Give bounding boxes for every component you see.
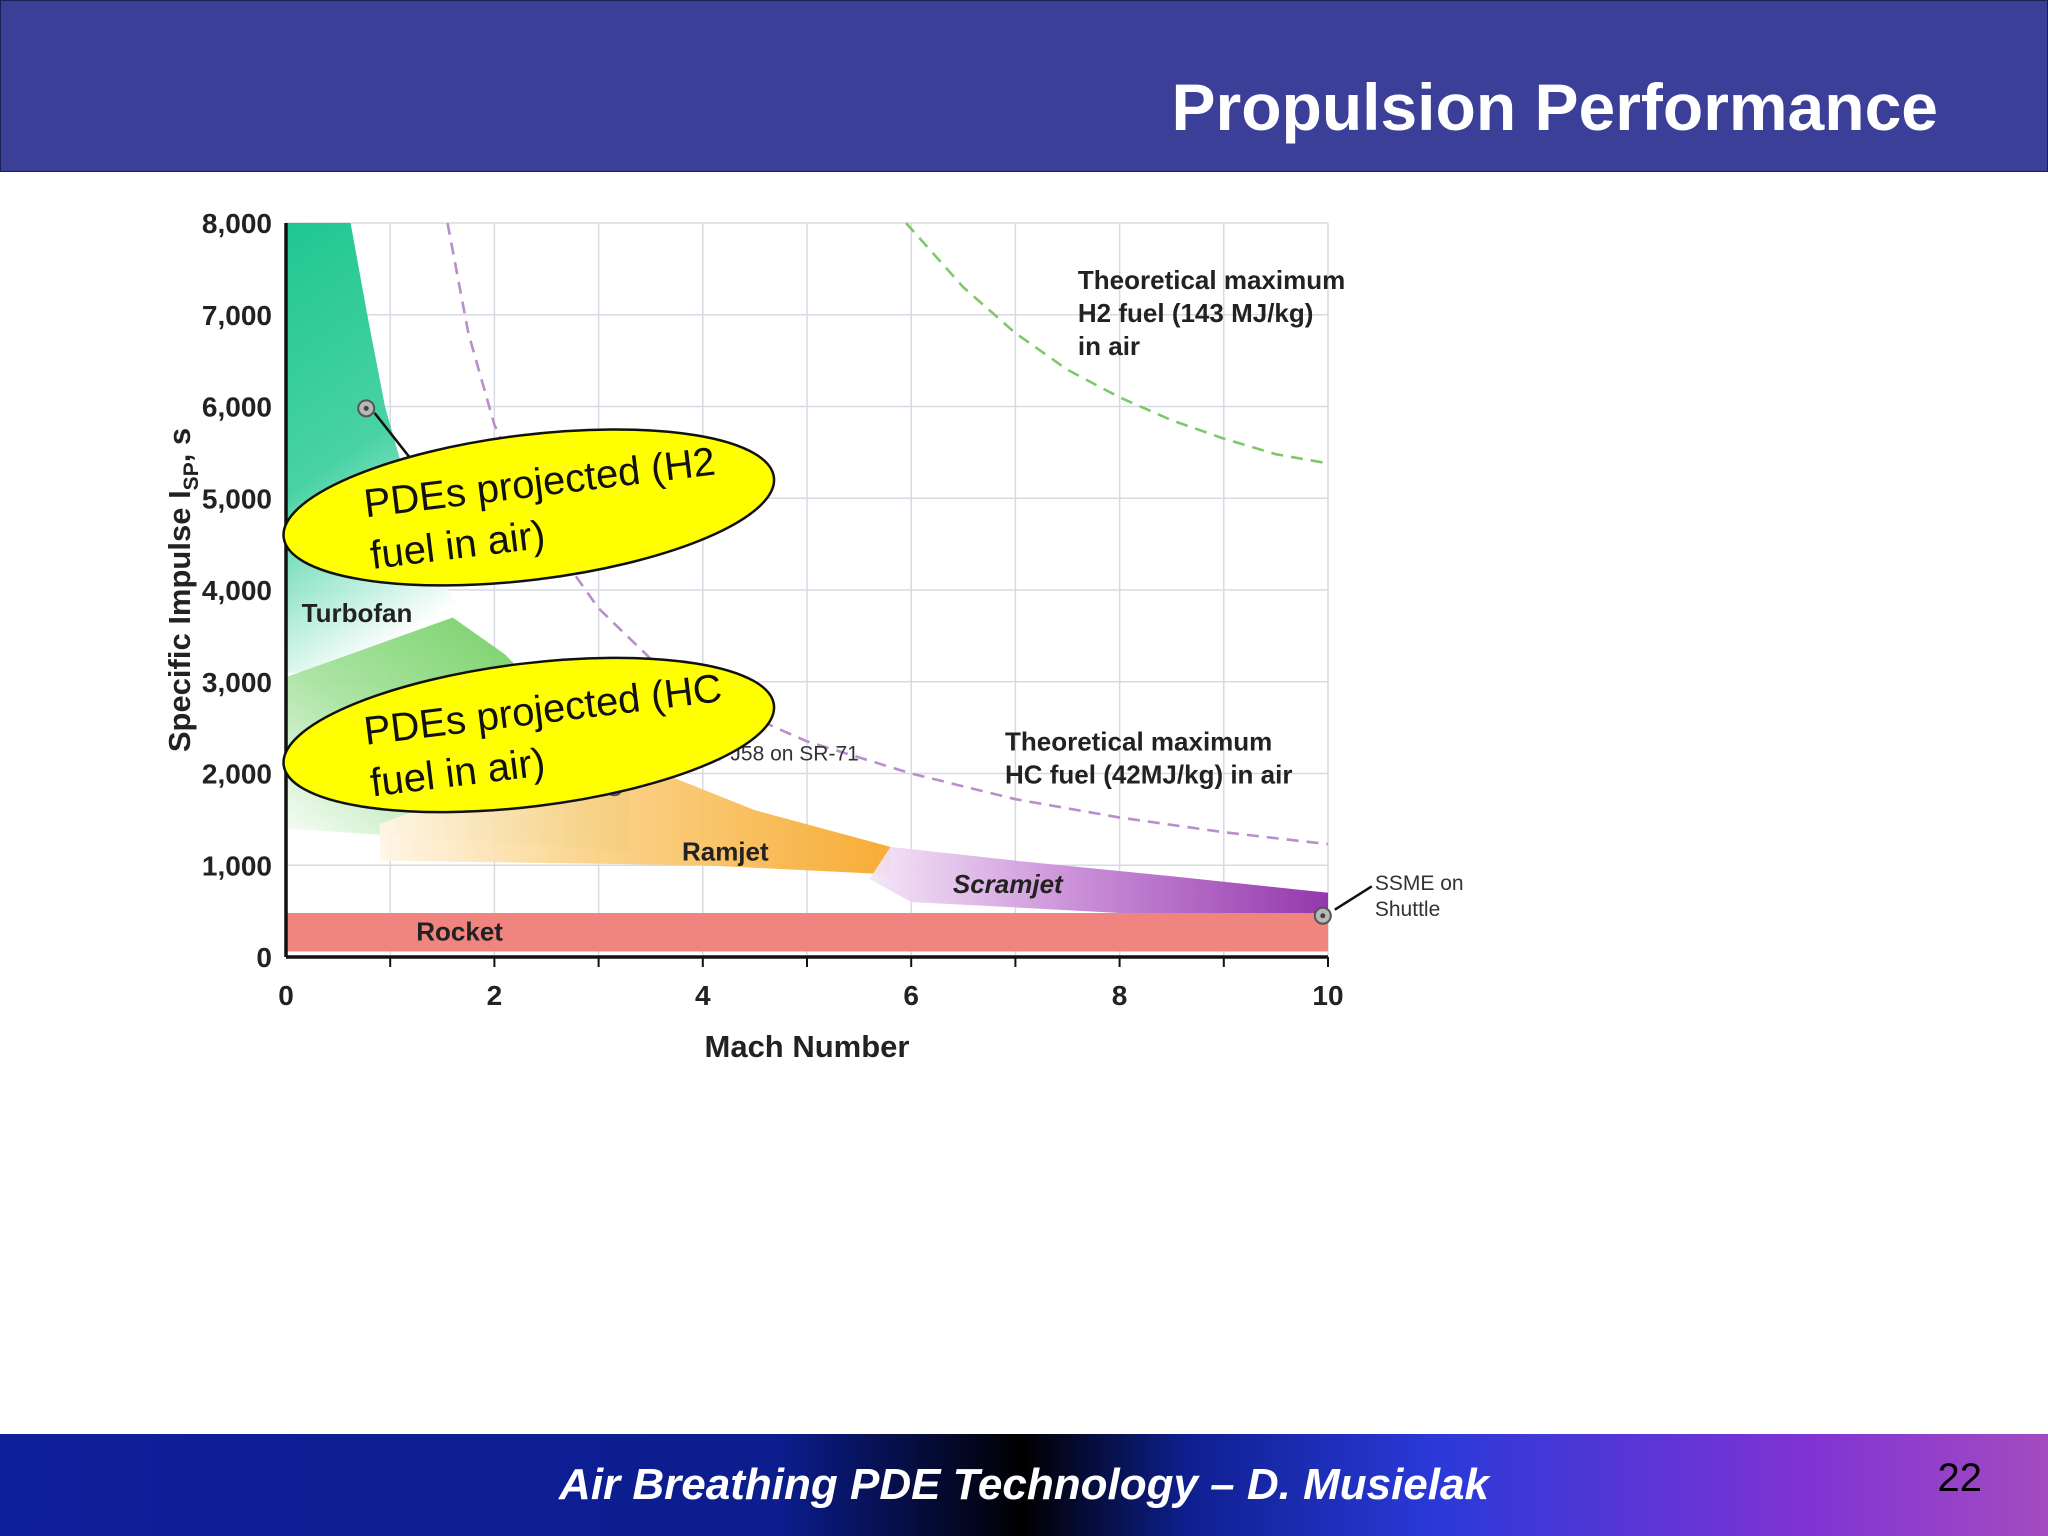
x-axis-title: Mach Number — [705, 1029, 910, 1064]
y-tick-label: 2,000 — [202, 759, 272, 790]
x-tick-label: 6 — [903, 980, 919, 1011]
annotation-text: Shuttle — [1375, 898, 1440, 921]
page-number: 22 — [1937, 1456, 1983, 1500]
y-tick-label: 4,000 — [202, 575, 272, 606]
region-label-turbofan: Turbofan — [302, 598, 413, 628]
y-tick-label: 7,000 — [202, 300, 272, 331]
limit-curve-theoretical-maximum-h2-fuel-143-mj-kg-in-air — [905, 222, 1329, 465]
y-tick-label: 0 — [256, 942, 272, 973]
callout-ellipse — [282, 428, 776, 587]
y-tick-label: 6,000 — [202, 392, 272, 423]
annotation-text: Theoretical maximum — [1078, 265, 1345, 295]
slide-title: Propulsion Performance — [1171, 70, 1938, 144]
limit-curve-layer — [446, 222, 1329, 846]
y-tick-label: 3,000 — [202, 667, 272, 698]
y-tick-label: 5,000 — [202, 483, 272, 514]
annotation-text: HC fuel (42MJ/kg) in air — [1005, 760, 1293, 790]
y-tick-label: 1,000 — [202, 850, 272, 881]
annotation-text: SSME on — [1375, 872, 1464, 895]
region-scramjet — [869, 846, 1328, 916]
y-tick-label: 8,000 — [202, 208, 272, 239]
region-label-ramjet: Ramjet — [682, 837, 769, 867]
slide-footer: Air Breathing PDE Technology – D. Musiel… — [0, 1434, 2048, 1536]
annotation-text: Theoretical maximum — [1005, 727, 1272, 757]
x-tick-label: 8 — [1112, 980, 1128, 1011]
region-label-rocket: Rocket — [416, 916, 503, 946]
data-point-center — [363, 405, 369, 411]
data-point-center — [1320, 913, 1326, 919]
annotation-text: in air — [1078, 331, 1140, 361]
footer-title: Air Breathing PDE Technology – D. Musiel… — [559, 1460, 1489, 1509]
region-label-scramjet: Scramjet — [953, 869, 1064, 899]
x-tick-label: 0 — [278, 980, 294, 1011]
ssme-arrow — [1334, 885, 1373, 911]
axis-layer: 0 2 4 6 8 10 0 1,000 2,000 3,000 4,000 5,000 6,000 7,… — [162, 208, 1344, 1064]
x-tick-label: 4 — [695, 980, 711, 1011]
region-rocket — [286, 912, 1328, 952]
limit-curve-theoretical-maximum-hc-fuel-42mj-kg-in-air — [446, 222, 1329, 846]
slide-header: Propulsion Performance — [0, 0, 2048, 172]
y-axis-title: Specific Impulse ISP, s — [162, 428, 203, 752]
x-tick-label: 10 — [1312, 980, 1343, 1011]
annotation-text: H2 fuel (143 MJ/kg) — [1078, 298, 1314, 328]
callout-ellipse — [282, 656, 776, 814]
x-tick-label: 2 — [487, 980, 503, 1011]
